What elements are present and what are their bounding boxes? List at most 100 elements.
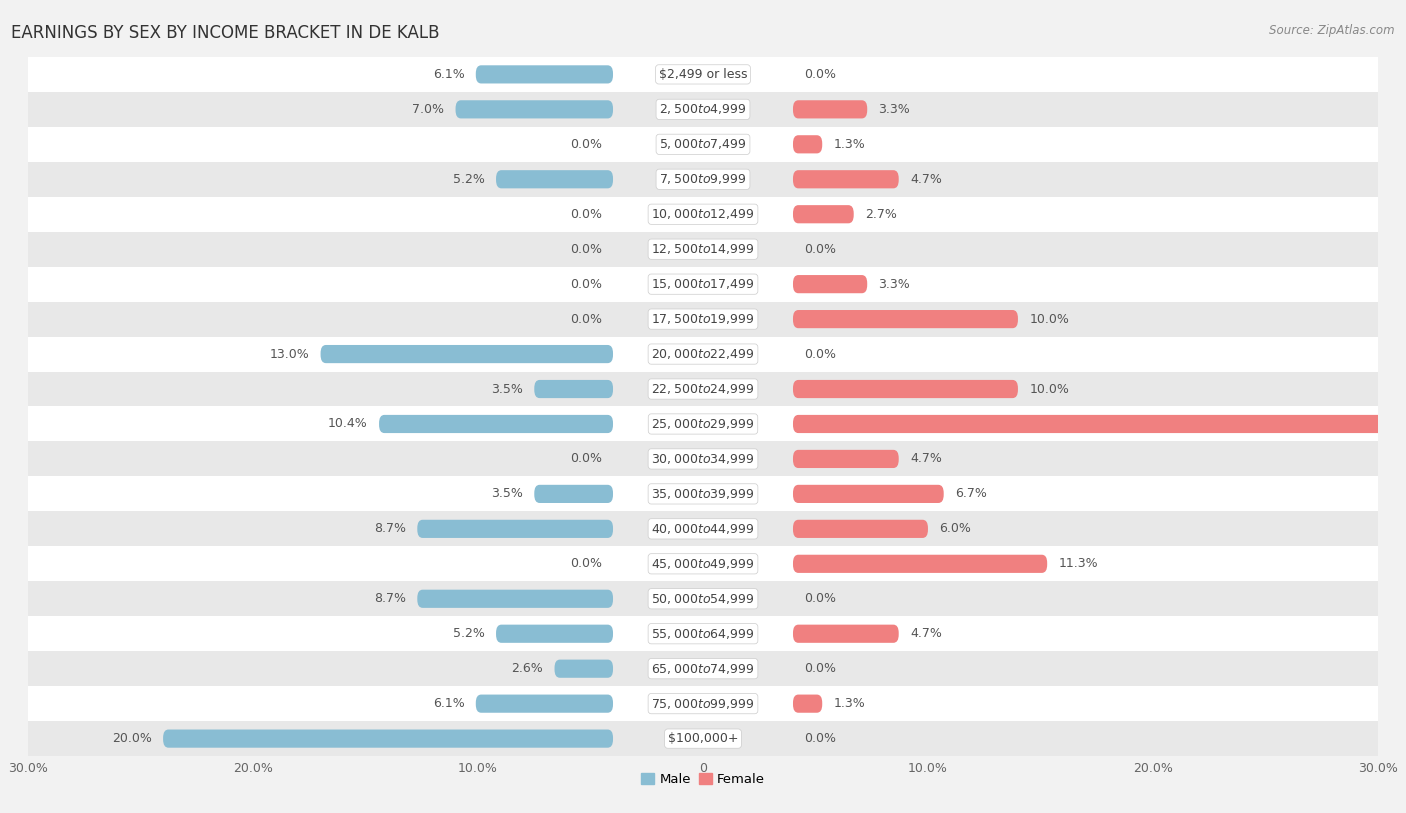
FancyBboxPatch shape [321, 345, 613, 363]
Text: $10,000 to $12,499: $10,000 to $12,499 [651, 207, 755, 221]
FancyBboxPatch shape [793, 310, 1018, 328]
Text: 10.0%: 10.0% [1029, 383, 1069, 395]
Text: 3.5%: 3.5% [491, 383, 523, 395]
FancyBboxPatch shape [163, 729, 613, 748]
FancyBboxPatch shape [793, 450, 898, 468]
Text: EARNINGS BY SEX BY INCOME BRACKET IN DE KALB: EARNINGS BY SEX BY INCOME BRACKET IN DE … [11, 24, 440, 42]
Text: $22,500 to $24,999: $22,500 to $24,999 [651, 382, 755, 396]
Text: 8.7%: 8.7% [374, 593, 406, 605]
FancyBboxPatch shape [475, 694, 613, 713]
Text: 0.0%: 0.0% [569, 138, 602, 150]
Text: 0.0%: 0.0% [569, 453, 602, 465]
Text: 4.7%: 4.7% [910, 628, 942, 640]
FancyBboxPatch shape [496, 624, 613, 643]
Bar [28, 162, 1378, 197]
Text: 3.3%: 3.3% [879, 278, 910, 290]
Text: 10.4%: 10.4% [328, 418, 368, 430]
FancyBboxPatch shape [793, 135, 823, 154]
Text: $20,000 to $22,499: $20,000 to $22,499 [651, 347, 755, 361]
Bar [28, 267, 1378, 302]
FancyBboxPatch shape [793, 205, 853, 224]
Bar [28, 372, 1378, 406]
Text: 6.0%: 6.0% [939, 523, 972, 535]
Text: $12,500 to $14,999: $12,500 to $14,999 [651, 242, 755, 256]
Text: $30,000 to $34,999: $30,000 to $34,999 [651, 452, 755, 466]
Text: 0.0%: 0.0% [569, 558, 602, 570]
Text: $35,000 to $39,999: $35,000 to $39,999 [651, 487, 755, 501]
FancyBboxPatch shape [793, 275, 868, 293]
Text: 3.5%: 3.5% [491, 488, 523, 500]
Text: $17,500 to $19,999: $17,500 to $19,999 [651, 312, 755, 326]
Bar [28, 616, 1378, 651]
Text: 13.0%: 13.0% [270, 348, 309, 360]
Bar [28, 511, 1378, 546]
FancyBboxPatch shape [456, 100, 613, 119]
Text: 5.2%: 5.2% [453, 628, 485, 640]
Text: $2,499 or less: $2,499 or less [659, 68, 747, 80]
Bar [28, 406, 1378, 441]
Text: $55,000 to $64,999: $55,000 to $64,999 [651, 627, 755, 641]
Bar [28, 57, 1378, 92]
Legend: Male, Female: Male, Female [636, 767, 770, 791]
Text: $2,500 to $4,999: $2,500 to $4,999 [659, 102, 747, 116]
Text: $7,500 to $9,999: $7,500 to $9,999 [659, 172, 747, 186]
Text: 0.0%: 0.0% [569, 243, 602, 255]
Text: Source: ZipAtlas.com: Source: ZipAtlas.com [1270, 24, 1395, 37]
FancyBboxPatch shape [534, 485, 613, 503]
FancyBboxPatch shape [418, 520, 613, 538]
Text: $75,000 to $99,999: $75,000 to $99,999 [651, 697, 755, 711]
Text: 1.3%: 1.3% [834, 138, 865, 150]
Text: 1.3%: 1.3% [834, 698, 865, 710]
Bar [28, 686, 1378, 721]
Bar [28, 337, 1378, 372]
Text: 2.7%: 2.7% [865, 208, 897, 220]
Text: 4.7%: 4.7% [910, 453, 942, 465]
Text: $50,000 to $54,999: $50,000 to $54,999 [651, 592, 755, 606]
Bar [28, 476, 1378, 511]
FancyBboxPatch shape [534, 380, 613, 398]
Text: $45,000 to $49,999: $45,000 to $49,999 [651, 557, 755, 571]
Text: 0.0%: 0.0% [804, 663, 837, 675]
Text: $40,000 to $44,999: $40,000 to $44,999 [651, 522, 755, 536]
Text: 5.2%: 5.2% [453, 173, 485, 185]
Text: 6.7%: 6.7% [955, 488, 987, 500]
Text: $5,000 to $7,499: $5,000 to $7,499 [659, 137, 747, 151]
FancyBboxPatch shape [793, 170, 898, 189]
Bar [28, 127, 1378, 162]
FancyBboxPatch shape [793, 380, 1018, 398]
Text: 0.0%: 0.0% [804, 733, 837, 745]
Text: $65,000 to $74,999: $65,000 to $74,999 [651, 662, 755, 676]
FancyBboxPatch shape [496, 170, 613, 189]
Text: 2.6%: 2.6% [512, 663, 543, 675]
FancyBboxPatch shape [793, 694, 823, 713]
FancyBboxPatch shape [475, 65, 613, 84]
Bar [28, 302, 1378, 337]
FancyBboxPatch shape [793, 520, 928, 538]
Text: $25,000 to $29,999: $25,000 to $29,999 [651, 417, 755, 431]
Bar [28, 651, 1378, 686]
Text: 0.0%: 0.0% [804, 243, 837, 255]
Text: 6.1%: 6.1% [433, 68, 464, 80]
Text: 8.7%: 8.7% [374, 523, 406, 535]
Bar [28, 92, 1378, 127]
Text: $15,000 to $17,499: $15,000 to $17,499 [651, 277, 755, 291]
Bar [28, 232, 1378, 267]
Text: 20.0%: 20.0% [112, 733, 152, 745]
FancyBboxPatch shape [380, 415, 613, 433]
Text: 0.0%: 0.0% [804, 593, 837, 605]
FancyBboxPatch shape [554, 659, 613, 678]
Bar [28, 197, 1378, 232]
Text: 10.0%: 10.0% [1029, 313, 1069, 325]
Text: 0.0%: 0.0% [569, 208, 602, 220]
Bar [28, 721, 1378, 756]
FancyBboxPatch shape [793, 624, 898, 643]
Text: 4.7%: 4.7% [910, 173, 942, 185]
FancyBboxPatch shape [793, 100, 868, 119]
Text: 0.0%: 0.0% [569, 278, 602, 290]
Text: 7.0%: 7.0% [412, 103, 444, 115]
FancyBboxPatch shape [793, 485, 943, 503]
Text: 0.0%: 0.0% [804, 68, 837, 80]
Text: 0.0%: 0.0% [569, 313, 602, 325]
Bar [28, 441, 1378, 476]
Bar [28, 546, 1378, 581]
